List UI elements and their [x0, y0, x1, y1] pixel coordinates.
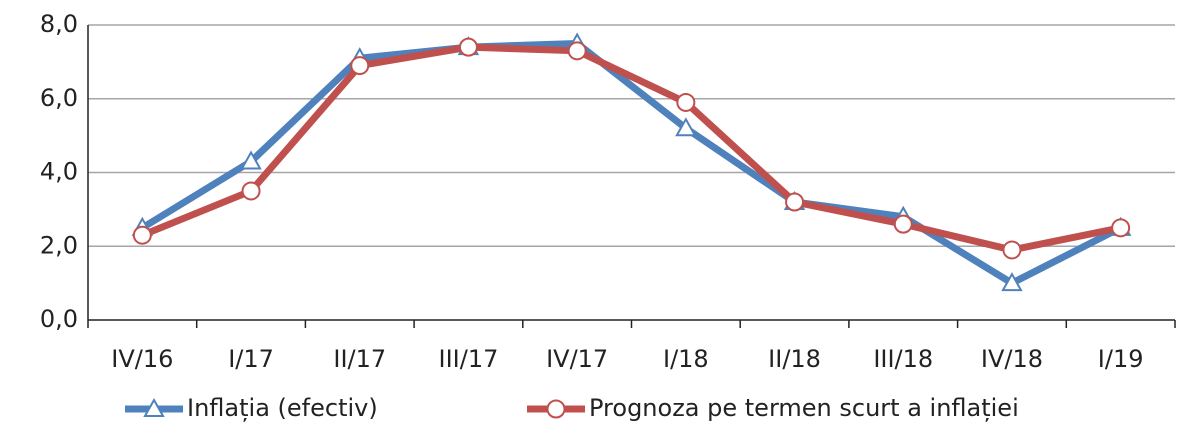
marker: [1002, 240, 1022, 260]
marker: [350, 56, 370, 76]
marker: [143, 397, 165, 417]
y-tick-label: 4,0: [40, 158, 78, 186]
marker: [676, 92, 696, 112]
marker: [785, 192, 805, 212]
y-tick-label: 2,0: [40, 231, 78, 259]
x-tick-label: III/18: [873, 345, 933, 373]
x-tick-label: IV/18: [981, 345, 1043, 373]
x-tick-label: IV/17: [546, 345, 608, 373]
x-tick-label: IV/16: [111, 345, 173, 373]
marker: [893, 214, 913, 234]
marker: [546, 399, 566, 419]
x-tick-label: II/17: [333, 345, 386, 373]
marker: [567, 41, 587, 61]
marker: [241, 181, 261, 201]
marker: [240, 150, 262, 170]
x-tick-label: III/17: [439, 345, 499, 373]
legend-label: Prognoza pe termen scurt a inflației: [589, 394, 1019, 422]
marker: [132, 225, 152, 245]
y-tick-label: 8,0: [40, 10, 78, 38]
series-line: [140, 39, 1123, 287]
marker: [1111, 218, 1131, 238]
marker: [1001, 272, 1023, 292]
x-tick-label: I/19: [1098, 345, 1144, 373]
y-tick-label: 0,0: [40, 305, 78, 333]
legend-label: Inflația (efectiv): [187, 394, 378, 422]
marker: [675, 117, 697, 137]
y-tick-label: 6,0: [40, 84, 78, 112]
marker: [458, 37, 478, 57]
x-tick-label: I/18: [663, 345, 709, 373]
x-tick-label: II/18: [768, 345, 821, 373]
x-tick-label: I/17: [228, 345, 274, 373]
series-line: [141, 43, 1122, 254]
